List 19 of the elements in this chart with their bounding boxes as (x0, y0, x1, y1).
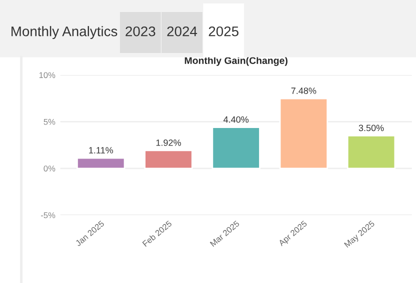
text: 2023 (126, 26, 156, 36)
data-label: 7.48% (291, 88, 316, 94)
y-tick-label: 5% (44, 118, 56, 125)
bar (76, 157, 126, 170)
text: 2025 (208, 26, 238, 36)
bar (346, 135, 396, 170)
data-label: 3.50% (358, 124, 384, 132)
y-tick-label: 0% (44, 166, 56, 172)
y-tick-label: -5% (41, 212, 56, 218)
data-label: 1.11% (89, 147, 114, 154)
data-label: 4.40% (223, 116, 249, 123)
chart-title: Monthly Gain(Change) (184, 56, 288, 66)
text: 2024 (167, 26, 198, 36)
y-tick-label: 10% (39, 72, 56, 78)
bar (144, 150, 193, 170)
text: Monthly Analytics (12, 26, 118, 40)
data-label: 1.92% (156, 140, 181, 146)
bar (212, 126, 260, 170)
bar (279, 98, 328, 170)
